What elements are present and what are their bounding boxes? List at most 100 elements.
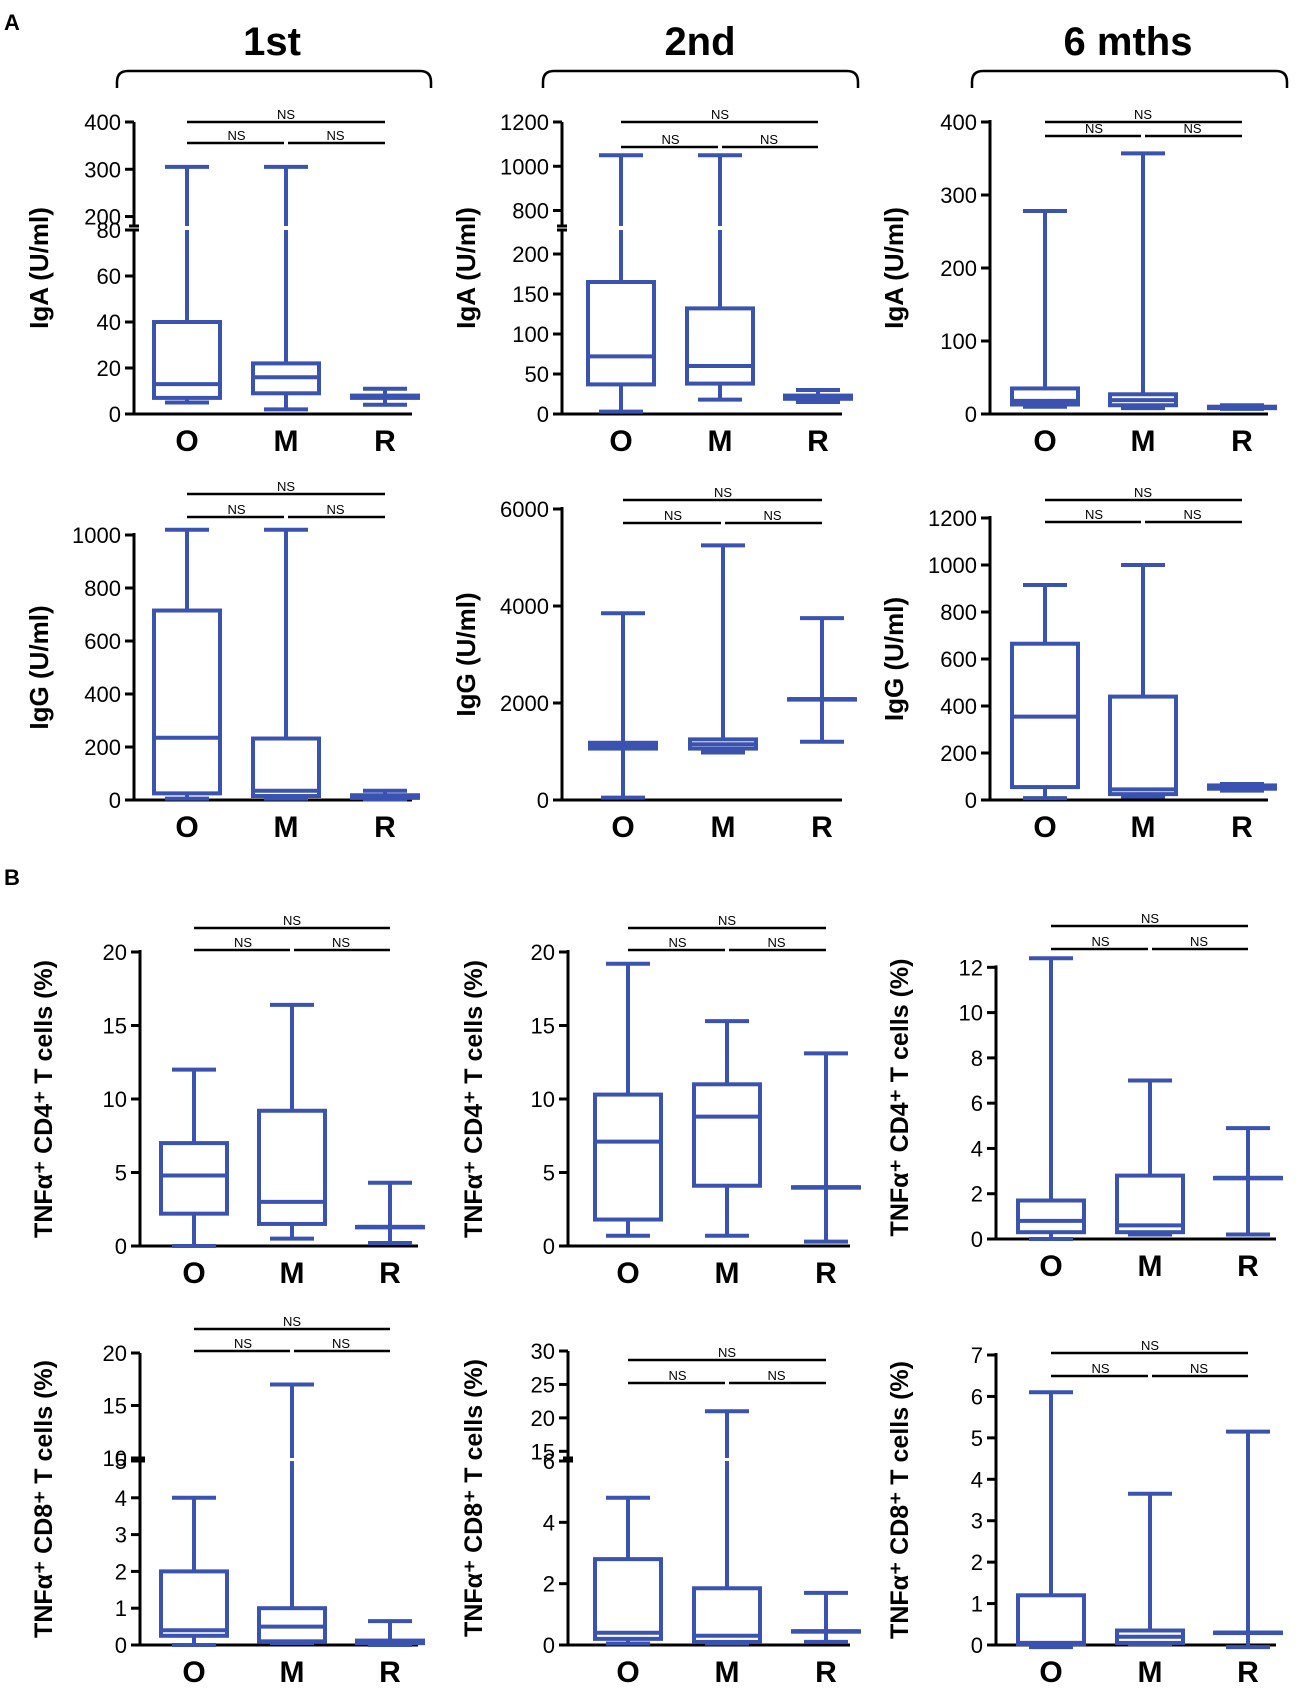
- y-tick-label: 0: [543, 1633, 555, 1658]
- chart-8: 0 5 10 15 20 TNFα⁺ CD4⁺ T cells (%) O M R NS NS NS: [460, 913, 861, 1290]
- x-category-label: M: [711, 811, 736, 844]
- y-tick-label: 400: [84, 682, 121, 707]
- ns-label-left: NS: [234, 1336, 252, 1351]
- x-category-label: O: [1039, 1656, 1062, 1689]
- ns-label-outer: NS: [1134, 485, 1152, 500]
- box-M: [257, 1002, 327, 1241]
- y-axis-title: IgA (U/ml): [879, 207, 909, 329]
- y-tick-label: 3: [115, 1523, 127, 1548]
- x-category-label: R: [807, 425, 829, 458]
- y-tick-label: 5: [543, 1161, 555, 1186]
- ns-label-right: NS: [1190, 934, 1208, 949]
- box-iqr: [1115, 1173, 1185, 1235]
- x-category-label: M: [1131, 811, 1156, 844]
- y-tick-label: 15: [103, 1394, 127, 1419]
- ns-label-left: NS: [234, 935, 252, 950]
- ns-label-right: NS: [763, 508, 781, 523]
- box-iqr: [685, 306, 755, 386]
- y-tick-label: 1: [115, 1596, 127, 1621]
- y-tick-label: 4: [543, 1510, 555, 1535]
- box-iqr: [152, 608, 222, 796]
- x-category-label: O: [175, 811, 198, 844]
- significance-brackets: NS NS NS: [628, 1345, 826, 1385]
- x-category-label: O: [1033, 811, 1056, 844]
- y-tick-label: 0: [109, 788, 121, 813]
- y-tick-label: 20: [103, 1341, 127, 1366]
- y-tick-label: 10: [531, 1087, 555, 1112]
- column-bracket-1st: [115, 69, 433, 88]
- ns-label-outer: NS: [714, 485, 732, 500]
- y-tick-label: 4: [971, 1136, 983, 1161]
- box-iqr: [159, 1141, 229, 1216]
- y-tick-label: 50: [525, 362, 549, 387]
- box-R: [1207, 403, 1277, 411]
- ns-label-left: NS: [1091, 934, 1109, 949]
- box-M: [1115, 1078, 1185, 1237]
- significance-brackets: NS NS NS: [621, 107, 818, 149]
- y-tick-label: 20: [531, 1406, 555, 1431]
- x-category-label: R: [1231, 425, 1253, 458]
- box-iqr: [1108, 694, 1178, 797]
- y-tick-label: 0: [537, 402, 549, 427]
- box-O: [593, 1495, 663, 1646]
- y-tick-label: 100: [940, 329, 977, 354]
- ns-label-outer: NS: [718, 1345, 736, 1360]
- y-tick-label: 4: [971, 1467, 983, 1492]
- x-category-label: R: [815, 1656, 837, 1689]
- column-bracket-6mths: [970, 69, 1289, 88]
- y-tick-label: 2: [971, 1550, 983, 1575]
- x-category-label: O: [182, 1656, 205, 1689]
- significance-brackets: NS NS NS: [628, 913, 826, 952]
- ns-label-outer: NS: [1134, 107, 1152, 122]
- ns-label-left: NS: [668, 935, 686, 950]
- ns-label-right: NS: [1183, 507, 1201, 522]
- x-category-label: M: [280, 1257, 305, 1290]
- box-iqr: [1016, 1593, 1086, 1647]
- y-tick-label: 3: [971, 1509, 983, 1534]
- x-category-label: M: [1138, 1250, 1163, 1283]
- ns-label-outer: NS: [711, 107, 729, 122]
- chart-12: 0 1 2 3 4 5 6 7 TNFα⁺ CD8⁺ T cells (%) O M R NS NS NS: [886, 1338, 1283, 1689]
- box-R: [787, 616, 857, 744]
- x-category-label: R: [811, 811, 833, 844]
- x-category-label: M: [280, 1656, 305, 1689]
- ns-label-outer: NS: [283, 1314, 301, 1329]
- y-tick-label: 30: [531, 1339, 555, 1364]
- box-O: [586, 153, 656, 414]
- box-M: [257, 1382, 327, 1646]
- y-tick-label: 6: [543, 1449, 555, 1474]
- y-tick-label: 400: [940, 110, 977, 135]
- ns-label-right: NS: [760, 132, 778, 147]
- y-tick-label: 40: [97, 310, 121, 335]
- y-tick-label: 10: [103, 1446, 127, 1471]
- y-tick-label: 800: [940, 600, 977, 625]
- column-title-2nd: 2nd: [664, 20, 735, 64]
- y-axis-title: TNFα⁺ CD8⁺ T cells (%): [30, 1360, 58, 1638]
- box-O: [159, 1067, 229, 1248]
- box-iqr: [159, 1569, 229, 1638]
- y-tick-label: 1200: [928, 506, 977, 531]
- significance-brackets: NS NS NS: [194, 913, 390, 952]
- column-title-1st: 1st: [243, 20, 301, 64]
- box-O: [1016, 1390, 1086, 1650]
- y-tick-label: 200: [84, 205, 121, 230]
- box-R: [791, 1590, 861, 1644]
- ns-label-right: NS: [767, 935, 785, 950]
- y-tick-label: 6000: [500, 497, 549, 522]
- panel-label-b: B: [4, 865, 20, 890]
- ns-label-left: NS: [661, 132, 679, 147]
- y-tick-label: 1000: [928, 553, 977, 578]
- significance-brackets: NS NS NS: [1051, 911, 1248, 951]
- ns-label-right: NS: [332, 935, 350, 950]
- y-tick-label: 10: [103, 1087, 127, 1112]
- y-tick-label: 400: [84, 110, 121, 135]
- ns-label-outer: NS: [277, 107, 295, 122]
- y-tick-label: 0: [115, 1633, 127, 1658]
- column-title-6mths: 6 mths: [1064, 20, 1193, 64]
- y-tick-label: 150: [512, 282, 549, 307]
- y-tick-label: 0: [971, 1227, 983, 1252]
- y-tick-label: 20: [531, 940, 555, 965]
- significance-brackets: NS NS NS: [623, 485, 822, 525]
